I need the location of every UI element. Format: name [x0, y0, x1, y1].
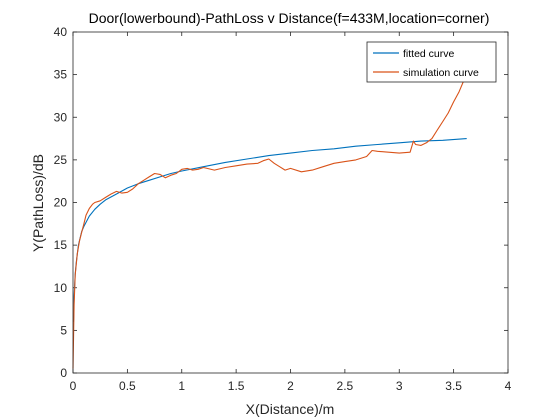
y-tick-label: 15	[54, 238, 68, 252]
x-tick-label: 0	[70, 379, 77, 393]
y-tick-label: 0	[60, 366, 67, 380]
x-tick-label: 3.5	[445, 379, 462, 393]
series-line-simulation-curve	[72, 72, 468, 369]
chart-title: Door(lowerbound)-PathLoss v Distance(f=4…	[89, 10, 490, 26]
x-tick-label: 3	[396, 379, 403, 393]
legend-box	[366, 41, 497, 83]
series-layer	[72, 72, 468, 369]
x-tick-label: 1.5	[228, 379, 245, 393]
y-tick-label: 30	[54, 110, 68, 124]
y-tick-label: 40	[54, 25, 68, 39]
x-tick-label: 0.5	[119, 379, 136, 393]
x-tick-label: 4	[505, 379, 512, 393]
plot-frame	[72, 31, 509, 374]
y-tick-label: 35	[54, 68, 68, 82]
x-axis-label: X(Distance)/m	[246, 401, 335, 417]
plot-area	[73, 32, 508, 373]
x-tick-label: 1	[178, 379, 185, 393]
y-axis-label: Y(PathLoss)/dB	[30, 154, 46, 252]
legend-label: fitted curve	[403, 48, 455, 60]
y-tick-label: 20	[54, 196, 68, 210]
x-tick-label: 2	[287, 379, 294, 393]
y-tick-label: 5	[60, 323, 67, 337]
x-tick-label: 2.5	[337, 379, 354, 393]
legend-label: simulation curve	[403, 67, 479, 79]
y-tick-label: 25	[54, 153, 68, 167]
legend: fitted curve simulation curve	[366, 41, 497, 83]
y-tick-label: 10	[54, 281, 68, 295]
